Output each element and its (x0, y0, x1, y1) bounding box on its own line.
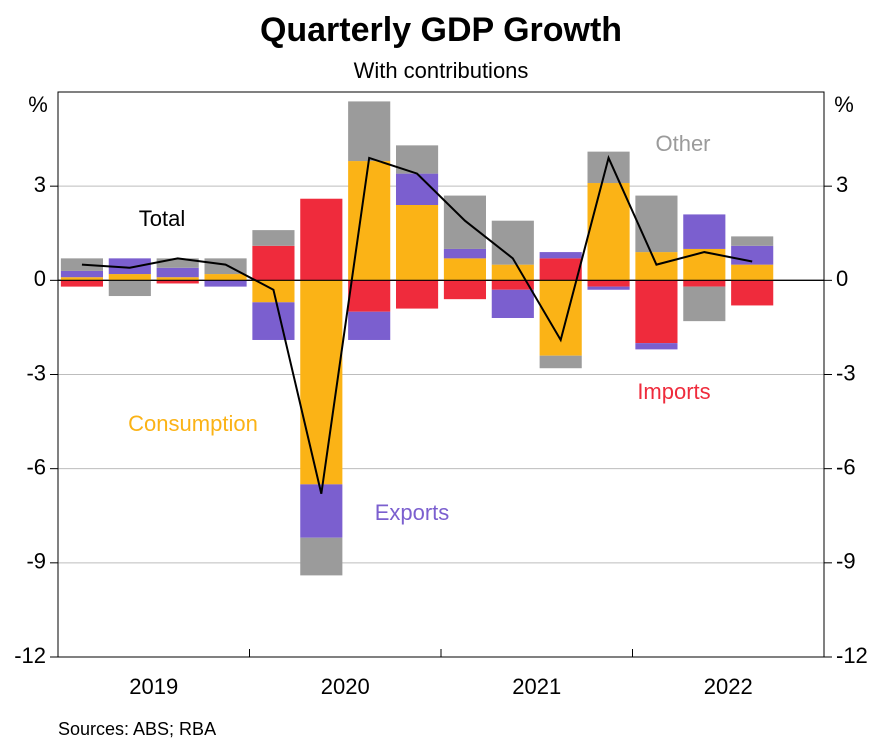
bar-segment (683, 248, 726, 281)
bar-segment (587, 183, 630, 281)
chart-subtitle: With contributions (354, 58, 529, 83)
bar-segment (539, 355, 582, 369)
bar-segment (443, 280, 487, 300)
bar-segment (156, 277, 199, 281)
bar-segment (395, 173, 439, 205)
source: Sources: ABS; RBA (58, 719, 216, 739)
series-label: Imports (637, 379, 710, 404)
bar-segment (635, 280, 678, 344)
series-label: Exports (375, 500, 450, 525)
bar-segment (539, 258, 582, 281)
y2-unit: % (834, 92, 854, 117)
bar-segment (348, 311, 391, 340)
bar-segment (443, 248, 487, 259)
bar-segment (395, 280, 439, 309)
y2-tick-label: -6 (836, 454, 856, 479)
bar-segment (731, 280, 774, 306)
bar-segment (731, 236, 774, 246)
bar-segment (395, 205, 439, 281)
bar-segment (204, 280, 247, 287)
bar-segment (204, 274, 247, 281)
bar-segment (491, 264, 534, 281)
bar-segment (60, 277, 104, 281)
bar-segment (348, 280, 391, 312)
bar-segment (108, 274, 151, 281)
total-line (81, 154, 753, 495)
bar-segment (683, 280, 726, 287)
y2-tick-label: -3 (836, 360, 856, 385)
bar-segment (635, 343, 678, 350)
bar-segment (156, 267, 199, 278)
series-label: Consumption (128, 411, 258, 436)
bar-segment (348, 101, 391, 162)
y-tick-label: -9 (26, 549, 46, 574)
x-tick-label: 2021 (512, 674, 561, 699)
bar-segment (587, 280, 630, 287)
y2-tick-label: -12 (836, 643, 868, 668)
bar-segment (491, 289, 534, 318)
y-tick-label: 3 (34, 172, 46, 197)
bar-segment (156, 280, 199, 284)
x-tick-label: 2022 (704, 674, 753, 699)
chart-title: Quarterly GDP Growth (260, 11, 622, 49)
bar-segment (731, 264, 774, 281)
bar-segment (108, 258, 151, 275)
bar-segment (731, 245, 774, 265)
bar-segment (300, 537, 343, 576)
bar-segment (156, 258, 199, 268)
y2-tick-label: 0 (836, 266, 848, 291)
bar-segment (683, 286, 726, 322)
bar-segment (252, 302, 295, 340)
bar-segment (300, 198, 343, 281)
bar-segment (60, 280, 104, 287)
bar-segment (539, 252, 582, 259)
bar-segment (539, 280, 582, 356)
line-label: Total (139, 206, 185, 231)
y2-tick-label: -9 (836, 549, 856, 574)
y-tick-label: -3 (26, 360, 46, 385)
x-tick-label: 2019 (129, 674, 178, 699)
bar-segment (252, 230, 295, 246)
bar-segment (683, 214, 726, 249)
series-label: Other (655, 131, 710, 156)
y-tick-label: -6 (26, 454, 46, 479)
bar-segment (252, 245, 295, 281)
y-unit: % (28, 92, 48, 117)
bar-segment (443, 195, 487, 249)
bar-segment (300, 280, 343, 485)
bar-segment (635, 195, 678, 253)
bar-segment (443, 258, 487, 281)
bar-segment (635, 252, 678, 281)
bar-segment (587, 286, 630, 290)
bar-segment (108, 280, 151, 297)
y2-tick-label: 3 (836, 172, 848, 197)
x-tick-label: 2020 (321, 674, 370, 699)
bar-segment (491, 280, 534, 290)
y-tick-label: 0 (34, 266, 46, 291)
bar-segment (60, 270, 104, 278)
y-tick-label: -12 (14, 643, 46, 668)
